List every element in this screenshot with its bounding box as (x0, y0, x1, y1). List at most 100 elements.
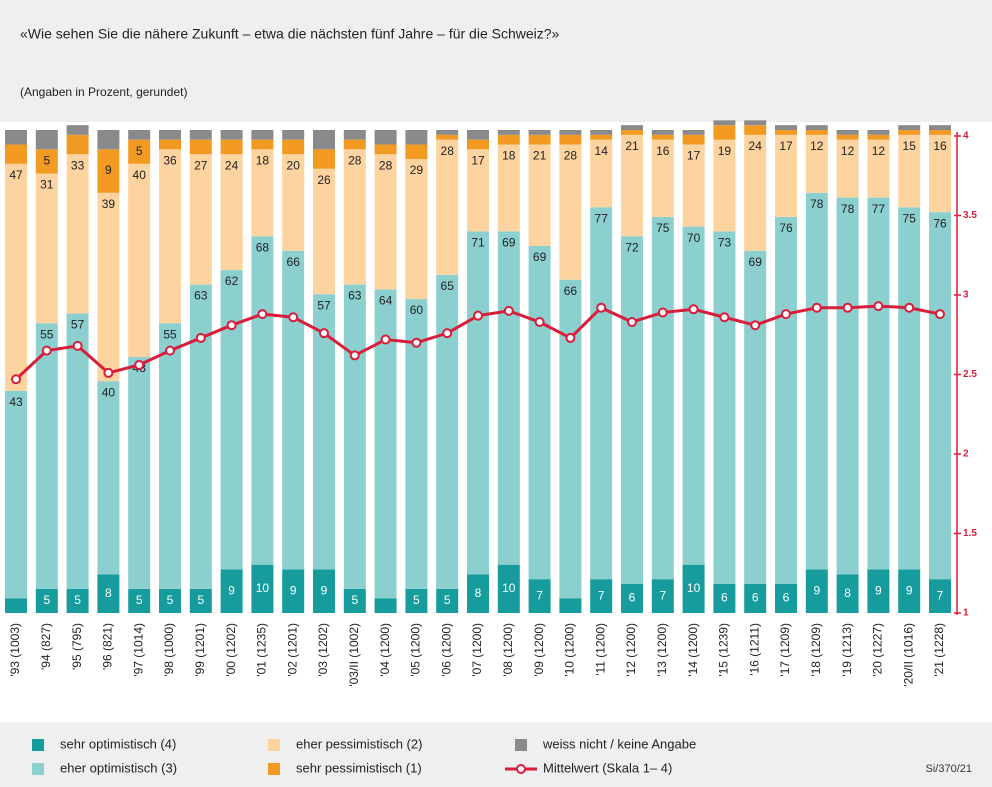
x-tick-label: '01 (1235) (255, 623, 269, 677)
bar-segment (66, 588, 89, 613)
data-label: 5 (136, 144, 143, 158)
data-label: 6 (783, 591, 790, 605)
legend-swatch (32, 763, 44, 775)
bar-segment (929, 212, 951, 580)
data-label: 28 (348, 153, 362, 167)
data-label: 5 (167, 593, 174, 607)
data-label: 7 (536, 588, 543, 602)
legend-label: weiss nicht / keine Angabe (542, 736, 696, 751)
bar-segment (66, 313, 89, 589)
bar-segment (898, 569, 921, 613)
y2-tick-label: 2 (963, 449, 969, 460)
data-label: 8 (475, 586, 482, 600)
data-label: 18 (256, 153, 270, 167)
bar-segment (898, 130, 921, 135)
bar-segment (867, 130, 890, 135)
x-tick-label: '09 (1200) (532, 623, 546, 677)
x-tick-label: '97 (1014) (131, 623, 145, 677)
x-tick-label: '08 (1200) (501, 623, 515, 677)
data-label: 9 (906, 583, 913, 597)
mean-point (811, 302, 822, 313)
data-label: 6 (752, 591, 759, 605)
data-label: 9 (105, 163, 112, 177)
data-label: 21 (533, 149, 547, 163)
bar-segment (836, 197, 859, 575)
x-tick-label: '00 (1202) (224, 623, 238, 677)
data-label: 39 (102, 197, 116, 211)
bar-segment (405, 130, 428, 145)
legend-label: eher optimistisch (3) (60, 760, 177, 775)
bar-segment (651, 216, 674, 580)
legend-label: Mittelwert (Skala 1– 4) (543, 760, 672, 775)
bar-segment (405, 588, 428, 613)
y2-tick-label: 3 (963, 290, 969, 301)
data-label: 9 (875, 583, 882, 597)
bar-segment (775, 584, 797, 613)
data-label: 17 (471, 153, 485, 167)
x-tick-label: '94 (827) (39, 623, 53, 670)
bar-segment (313, 130, 335, 150)
data-label: 60 (410, 303, 424, 317)
bar-segment (497, 134, 520, 145)
source-note: Si/370/21 (926, 763, 972, 775)
legend-swatch (268, 739, 280, 751)
bar-segment (313, 168, 335, 295)
mean-point (657, 307, 668, 318)
bar-segment (282, 130, 305, 140)
bar-segment (775, 130, 797, 135)
x-tick-label: '05 (1200) (409, 623, 423, 677)
bar-segment (282, 139, 305, 155)
bar-segment (436, 134, 459, 140)
bar-segment (528, 144, 551, 246)
bar-segment (66, 134, 89, 155)
data-label: 5 (413, 593, 420, 607)
bar-segment (374, 598, 397, 613)
mean-point (11, 374, 21, 385)
legend-swatch (515, 739, 527, 751)
data-label: 72 (625, 240, 639, 254)
mean-point (473, 310, 483, 321)
data-label: 8 (105, 586, 112, 600)
data-label: 29 (410, 163, 424, 177)
bar-segment (97, 574, 120, 613)
mean-point (503, 305, 514, 316)
data-label: 64 (379, 294, 393, 308)
bar-segment (621, 584, 643, 613)
bar-segment (313, 149, 335, 169)
bar-segment (528, 579, 551, 613)
legend-label: sehr optimistisch (4) (60, 736, 176, 751)
data-label: 71 (471, 236, 485, 250)
mean-point (319, 328, 329, 339)
data-label: 21 (625, 139, 639, 153)
bar-segment (374, 289, 397, 599)
data-label: 77 (872, 202, 886, 216)
data-label: 7 (598, 588, 605, 602)
bar-segment (282, 569, 305, 613)
bar-segment (220, 130, 243, 140)
x-tick-label: '03/II (1002) (347, 623, 361, 687)
bar-segment (528, 130, 551, 135)
data-label: 75 (903, 211, 917, 225)
x-tick-label: '13 (1200) (655, 623, 669, 677)
bar-segment (66, 154, 89, 314)
bar-segment (744, 134, 767, 251)
mean-point (380, 334, 391, 345)
bar-segment (898, 207, 921, 570)
bar-segment (35, 173, 58, 324)
bar-segment (313, 294, 335, 570)
data-label: 12 (810, 139, 824, 153)
bar-segment (467, 231, 489, 575)
mean-point (719, 312, 730, 323)
data-label: 8 (844, 586, 851, 600)
mean-point (72, 340, 83, 351)
mean-point (596, 302, 607, 313)
bar-segment (343, 588, 366, 613)
bar-segment (651, 134, 674, 140)
x-tick-label: '95 (795) (70, 623, 84, 670)
bar-segment (713, 139, 736, 232)
bar-segment (559, 144, 582, 280)
bar-segment (66, 125, 89, 135)
bar-segment (128, 357, 151, 589)
legend-marker (516, 764, 526, 774)
x-tick-label: '02 (1201) (285, 623, 299, 677)
